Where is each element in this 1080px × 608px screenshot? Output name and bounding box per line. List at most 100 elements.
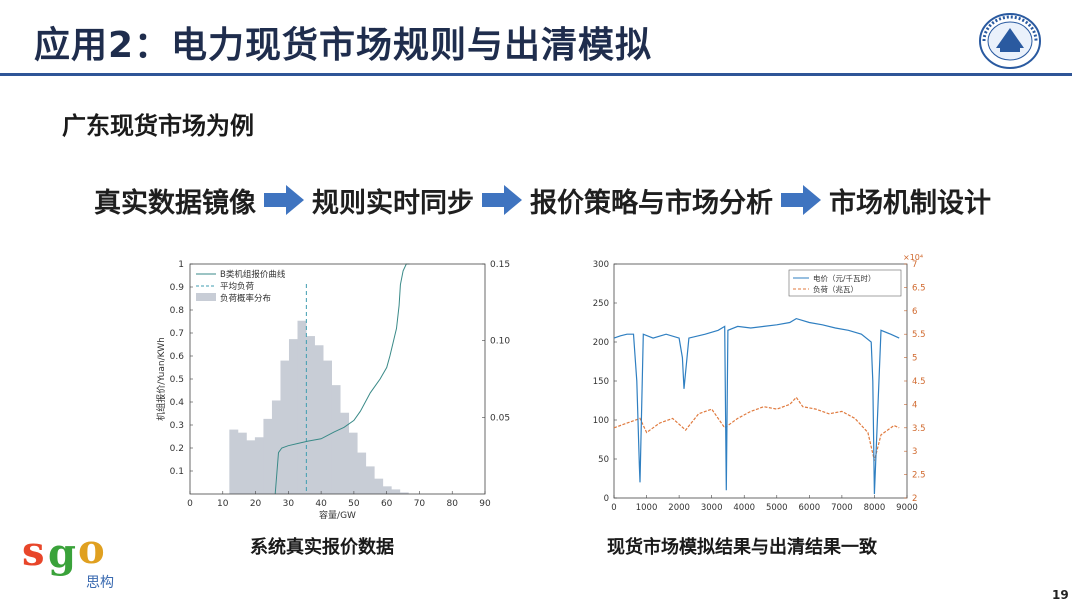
sgo-letter-g: g xyxy=(48,530,76,577)
flow-step-4: 市场机制设计 xyxy=(829,187,991,219)
histogram-bar xyxy=(391,489,401,494)
y-tick-label: 0.8 xyxy=(170,306,185,316)
y2-tick-label: 5 xyxy=(912,354,917,364)
subtitle: 广东现货市场为例 xyxy=(62,112,254,140)
histogram-bar xyxy=(246,440,256,494)
histogram-bar xyxy=(323,360,332,494)
x-tick-label: 9000 xyxy=(896,503,918,513)
caption-right: 现货市场模拟结果与出清结果一致 xyxy=(607,537,877,558)
bid-curve-line xyxy=(274,263,410,495)
page-number: 19 xyxy=(1052,588,1069,602)
sgo-letter-o: o xyxy=(78,526,105,573)
y-tick-label: 0.5 xyxy=(170,375,184,385)
x-tick-label: 3000 xyxy=(701,503,723,513)
histogram-bar xyxy=(374,478,384,494)
slide-title: 应用2：电力现货市场规则与出清模拟 xyxy=(34,25,653,66)
legend-label: 负荷（兆瓦） xyxy=(813,284,858,294)
y2-tick-label: 6.5 xyxy=(912,283,926,293)
histogram-bar xyxy=(237,432,247,494)
histogram-bar xyxy=(280,360,290,494)
y2-tick-label: 6 xyxy=(912,307,917,317)
y2-tick-label: 0.10 xyxy=(490,337,510,347)
legend-box xyxy=(788,269,902,297)
histogram-bar xyxy=(297,320,307,494)
histogram-bar xyxy=(288,339,298,494)
y-tick-label: 150 xyxy=(593,377,609,387)
histogram-bar xyxy=(229,429,239,494)
caption-left: 系统真实报价数据 xyxy=(250,537,394,558)
x-tick-label: 30 xyxy=(283,499,295,509)
y-tick-label: 250 xyxy=(593,299,609,309)
y-tick-label: 0.7 xyxy=(170,329,184,339)
legend-label: 平均负荷 xyxy=(220,281,255,292)
plot-frame xyxy=(613,263,908,499)
histogram-bar xyxy=(254,437,264,494)
y2-tick-label: 4.5 xyxy=(912,377,926,387)
x-tick-label: 90 xyxy=(479,499,491,509)
histogram-bar xyxy=(340,412,350,494)
x-tick-label: 80 xyxy=(446,499,458,509)
x-tick-label: 70 xyxy=(414,499,426,509)
histogram-bar xyxy=(263,418,273,494)
histogram-bar xyxy=(314,345,324,494)
y2-tick-label: 3.5 xyxy=(912,424,926,434)
title-divider xyxy=(0,73,1072,76)
y-tick-label: 100 xyxy=(593,416,609,426)
sgo-letter-s: s xyxy=(22,528,45,575)
x-tick-label: 7000 xyxy=(831,503,853,513)
flow-step-1: 真实数据镜像 xyxy=(94,187,256,219)
y2-multiplier-label: ×10⁴ xyxy=(903,253,923,262)
y2-tick-label: 0.15 xyxy=(490,260,510,270)
y2-tick-label: 7 xyxy=(912,260,917,270)
x-tick-label: 4000 xyxy=(733,503,755,513)
legend-swatch-hist xyxy=(196,293,216,301)
x-tick-label: 40 xyxy=(315,499,327,509)
x-tick-label: 5000 xyxy=(766,503,788,513)
y-tick-label: 300 xyxy=(593,260,609,270)
x-tick-label: 20 xyxy=(250,499,262,509)
x-tick-label: 0 xyxy=(611,503,616,513)
sgo-logo: s g o 思构 xyxy=(22,526,132,596)
process-flow: 真实数据镜像 规则实时同步 报价策略与市场分析 市场机制设计 xyxy=(94,178,991,222)
y-tick-label: 0.9 xyxy=(170,283,185,293)
load-series-line xyxy=(613,396,900,461)
bid-curve-chart: 0 10 20 30 40 50 60 70 80 90 0.1 0.2 0.3 0.4 0.5 0.6 0.7… xyxy=(155,260,510,520)
y-tick-label: 1 xyxy=(178,260,184,270)
y2-tick-label: 0.05 xyxy=(490,413,510,423)
histogram-bar xyxy=(271,400,281,494)
price-series-line xyxy=(613,317,900,495)
right-arrow-icon xyxy=(781,185,821,215)
right-arrow-icon xyxy=(482,185,522,215)
price-load-chart: 0 1000 2000 3000 4000 5000 6000 7000 8000 9000 0 50… xyxy=(593,253,926,513)
x-tick-label: 8000 xyxy=(864,503,886,513)
y-tick-label: 50 xyxy=(598,455,609,465)
x-tick-label: 10 xyxy=(217,499,229,509)
x-tick-label: 6000 xyxy=(799,503,821,513)
histogram-bar xyxy=(331,385,341,494)
y2-tick-label: 2.5 xyxy=(912,471,926,481)
y2-tick-label: 4 xyxy=(912,400,917,410)
histogram-bar xyxy=(357,452,367,494)
y-axis-label: 机组报价/Yuan/KWh xyxy=(155,337,167,421)
flow-step-3: 报价策略与市场分析 xyxy=(530,187,773,219)
y-tick-label: 0.1 xyxy=(170,467,184,477)
y2-tick-label: 2 xyxy=(912,494,917,504)
right-arrow-icon xyxy=(264,185,304,215)
x-tick-label: 0 xyxy=(187,499,193,509)
x-tick-label: 2000 xyxy=(668,503,690,513)
y-tick-label: 0 xyxy=(604,494,609,504)
y-tick-label: 0.6 xyxy=(170,352,185,362)
y-tick-label: 0.4 xyxy=(170,398,185,408)
y2-tick-label: 5.5 xyxy=(912,330,926,340)
histogram-bar xyxy=(399,492,409,494)
y-tick-label: 0.2 xyxy=(170,444,184,454)
x-axis-label: 容量/GW xyxy=(319,509,356,520)
histogram-bar xyxy=(382,486,392,494)
y-tick-label: 0.3 xyxy=(170,421,184,431)
sgo-brand-name: 思构 xyxy=(86,575,114,591)
university-logo xyxy=(979,13,1041,69)
histogram-bar xyxy=(306,336,315,494)
histogram-bar xyxy=(348,432,358,494)
legend-label: 负荷概率分布 xyxy=(220,293,271,304)
flow-step-2: 规则实时同步 xyxy=(312,187,474,219)
